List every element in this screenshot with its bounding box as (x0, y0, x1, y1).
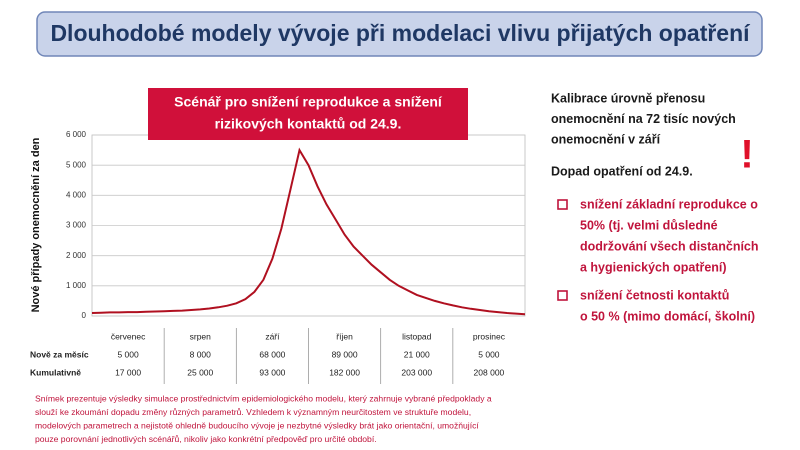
alert: ! (740, 133, 753, 177)
y-axis-title: Nové případy onemocnění za den (30, 137, 42, 312)
table-cell: 182 000 (329, 367, 360, 377)
row-label: Nově za měsíc (30, 349, 89, 359)
x-tick-label: srpen (190, 331, 212, 341)
y-tick-label: 3 000 (66, 221, 87, 230)
slide-title: Dlouhodobé modely vývoje při modelaci vl… (50, 20, 751, 46)
calibration-text: onemocnění v září (551, 132, 661, 146)
x-tick-label: listopad (402, 331, 432, 341)
table-cell: 203 000 (401, 367, 432, 377)
calibration-text: onemocnění na 72 tisíc nových (551, 112, 736, 126)
x-tick-label: září (265, 331, 280, 341)
y-tick-label: 0 (82, 311, 87, 320)
bullet-text: 50% (tj. velmi důsledné (580, 218, 718, 232)
title-banner (36, 11, 763, 57)
bullet-text: a hygienických opatření) (580, 260, 727, 274)
annotation-box (148, 88, 468, 140)
annotation-text: rizikových kontaktů od 24.9. (215, 116, 402, 132)
bullet-text: o 50 % (mimo domácí, školní) (580, 309, 755, 323)
y-tick-label: 6 000 (66, 130, 87, 139)
table-cell: 208 000 (474, 367, 505, 377)
impact: Dopad opatření od 24.9. (551, 164, 693, 178)
x-tick-label: říjen (336, 331, 353, 341)
y-tick-label: 5 000 (66, 160, 87, 169)
footnote: slouží ke zkoumání dopadu změny různých … (35, 407, 471, 417)
table-cell: 5 000 (117, 349, 139, 359)
bullet-box (557, 199, 568, 210)
line-series (91, 147, 526, 316)
x-tick-label: červenec (111, 331, 146, 341)
footnote: modelových parametrech a nejistotě ohled… (35, 420, 479, 430)
y-tick-label: 1 000 (66, 281, 87, 290)
table-cell: 17 000 (115, 367, 141, 377)
bullet-text: dodržování všech distančních (580, 239, 759, 253)
table-cell: 5 000 (478, 349, 500, 359)
calibration-text: Kalibrace úrovně přenosu (551, 91, 705, 105)
bullet-text: snížení základní reprodukce o (580, 197, 758, 211)
table-cell: 93 000 (259, 367, 285, 377)
bullet-box (557, 290, 568, 301)
footnote: pouze porovnání jednotlivých scénářů, ni… (35, 434, 377, 444)
table-cell: 89 000 (332, 349, 358, 359)
bullet-text: snížení četnosti kontaktů (580, 288, 729, 302)
row-label: Kumulativně (30, 367, 81, 377)
table-cell: 21 000 (404, 349, 430, 359)
footnote: Snímek prezentuje výsledky simulace pros… (35, 393, 492, 403)
annotation-text: Scénář pro snížení reprodukce a snížení (174, 94, 443, 110)
table-cell: 8 000 (190, 349, 212, 359)
x-tick-label: prosinec (473, 331, 506, 341)
y-tick-label: 4 000 (66, 190, 87, 199)
y-tick-label: 2 000 (66, 251, 87, 260)
table-cell: 25 000 (187, 367, 213, 377)
table-cell: 68 000 (259, 349, 285, 359)
